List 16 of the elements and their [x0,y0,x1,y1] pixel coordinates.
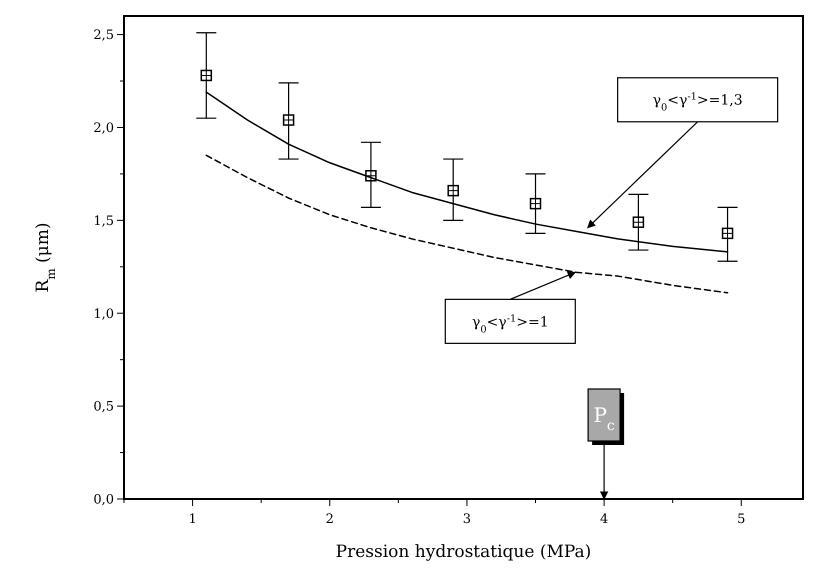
y-tick-label: 1,0 [93,306,114,322]
x-tick-label: 2 [326,512,334,527]
y-tick-label: 0,5 [93,400,114,415]
annotation: γ$_{0}$<γ$^{-1}$>=1 [472,312,549,335]
x-axis-title: Pression hydrostatique (MPa) [336,542,592,562]
line-series [206,154,728,294]
y-tick-label: 0,0 [93,492,114,508]
y-tick-label: 2,5 [93,28,114,44]
annotation: γ$_{0}$<γ$^{-1}$>=1,3 [652,91,743,114]
x-tick-label: 3 [462,512,472,527]
x-tick-label: 4 [600,512,608,527]
y-tick-label: 1,5 [93,214,114,229]
y-tick-label: 2,0 [93,121,114,136]
x-tick-label: 1 [188,512,197,527]
ref-line-label: P$_{c}$ [593,403,615,434]
x-tick-label: 5 [737,512,746,527]
